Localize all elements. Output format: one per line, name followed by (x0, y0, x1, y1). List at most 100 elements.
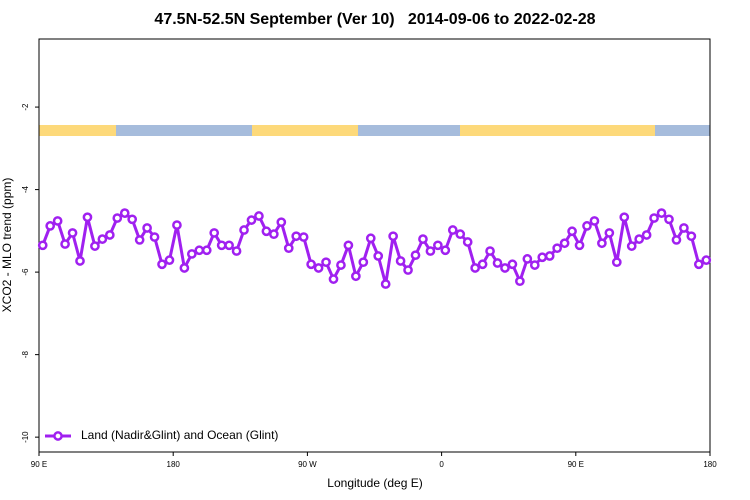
y-tick-label: -10 (21, 431, 30, 443)
data-point (365, 233, 376, 244)
data-point (351, 271, 361, 282)
data-point (134, 235, 145, 245)
data-point (201, 245, 212, 256)
data-point (358, 257, 369, 268)
data-point (462, 237, 473, 247)
land-band (252, 125, 358, 136)
land-band (460, 125, 655, 136)
data-point (664, 214, 674, 225)
data-point (388, 231, 398, 242)
y-tick-label: -2 (21, 103, 30, 111)
data-point (567, 226, 577, 237)
data-point (328, 274, 339, 284)
data-point (619, 212, 630, 223)
data-point (611, 257, 622, 268)
data-point (112, 213, 123, 223)
data-point (37, 240, 48, 251)
ocean-band (116, 125, 252, 136)
data-point (149, 232, 160, 242)
data-point (254, 211, 264, 221)
data-point (127, 214, 138, 225)
data-point (313, 263, 324, 273)
data-point (671, 235, 682, 245)
data-point (239, 225, 249, 235)
data-point (440, 245, 451, 256)
data-point (589, 216, 600, 226)
data-point (224, 240, 234, 251)
data-point (425, 246, 436, 256)
chart-title: 47.5N-52.5N September (Ver 10) 2014-09-0… (154, 11, 595, 28)
data-point (507, 259, 518, 270)
data-point (544, 251, 555, 261)
data-point (97, 234, 108, 244)
x-tick-label: 180 (703, 460, 717, 469)
data-point (321, 257, 331, 268)
data-point (306, 259, 316, 270)
data-point (485, 246, 495, 256)
data-point (492, 258, 503, 268)
data-point (433, 240, 443, 251)
data-point (395, 256, 406, 266)
y-tick-label: -4 (21, 185, 30, 193)
data-point (559, 238, 570, 249)
x-tick-label: 0 (439, 460, 444, 469)
x-axis-label: Longitude (deg E) (327, 476, 422, 490)
data-point (604, 228, 615, 238)
data-point (537, 252, 548, 263)
data-point (336, 260, 346, 270)
data-point (641, 230, 652, 240)
data-point (45, 221, 56, 231)
data-point (172, 220, 182, 230)
legend-label: Land (Nadir&Glint) and Ocean (Glint) (81, 428, 278, 442)
data-point (269, 229, 279, 240)
data-point (522, 254, 533, 264)
data-point (582, 221, 592, 231)
data-point (477, 259, 488, 270)
legend-marker (53, 431, 63, 441)
data-point (529, 260, 540, 270)
data-point (679, 223, 689, 233)
data-point (90, 241, 100, 251)
surface-band (39, 125, 710, 136)
data-point (276, 217, 287, 228)
data-point (515, 276, 525, 287)
data-point (373, 251, 384, 261)
ocean-band (358, 125, 460, 136)
data-point (186, 249, 197, 259)
data-point (291, 231, 302, 242)
data-point (75, 256, 85, 266)
data-point (298, 232, 309, 242)
data-point (216, 240, 227, 251)
data-point (142, 223, 152, 233)
data-point (410, 250, 421, 261)
data-point (209, 228, 220, 238)
data-point (119, 208, 130, 218)
data-point (179, 263, 190, 273)
data-point (164, 255, 175, 265)
data-point (634, 234, 645, 244)
y-tick-label: -8 (21, 351, 30, 359)
data-point (343, 240, 354, 251)
data-point (574, 240, 585, 251)
data-point (597, 238, 607, 249)
data-point (246, 215, 257, 225)
x-tick-label: 90 E (31, 460, 47, 469)
y-axis-label: XCO2 - MLO trend (ppm) (0, 178, 14, 313)
data-point (157, 259, 167, 270)
data-point (52, 216, 63, 226)
data-point (283, 243, 294, 254)
y-tick-label: -6 (21, 268, 30, 276)
data-point (455, 229, 466, 240)
data-point (701, 255, 712, 265)
data-point (693, 259, 704, 270)
data-point (261, 226, 272, 237)
data-point (82, 212, 93, 223)
data-point (686, 231, 697, 242)
data-point (104, 230, 115, 240)
data-point (418, 234, 428, 244)
ocean-band (655, 125, 710, 136)
data-point (231, 246, 242, 256)
data-point (60, 239, 70, 249)
